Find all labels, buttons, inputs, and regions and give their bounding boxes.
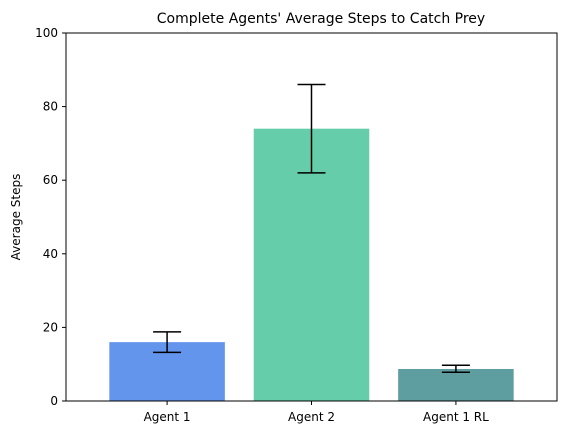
y-axis-label: Average Steps <box>9 174 23 261</box>
chart-title: Complete Agents' Average Steps to Catch … <box>157 11 485 27</box>
plot-frame <box>65 32 558 402</box>
y-tick-label: 0 <box>50 394 58 408</box>
x-tick-label: Agent 2 <box>288 410 335 424</box>
x-tick-label: Agent 1 <box>144 410 191 424</box>
error-bars-layer <box>153 83 470 374</box>
y-tick-label: 20 <box>43 320 58 334</box>
bar <box>398 368 514 401</box>
y-tick-label: 60 <box>43 173 58 187</box>
y-tick-label: 80 <box>43 100 58 114</box>
y-axis: 0 20 40 60 80 100 <box>35 26 66 408</box>
bars-layer <box>109 128 514 401</box>
y-tick-label: 40 <box>43 247 58 261</box>
bar <box>253 128 370 401</box>
x-axis: Agent 1 Agent 2 Agent 1 RL <box>144 401 489 424</box>
x-tick-label: Agent 1 RL <box>423 410 489 424</box>
y-tick-label: 100 <box>35 26 58 40</box>
